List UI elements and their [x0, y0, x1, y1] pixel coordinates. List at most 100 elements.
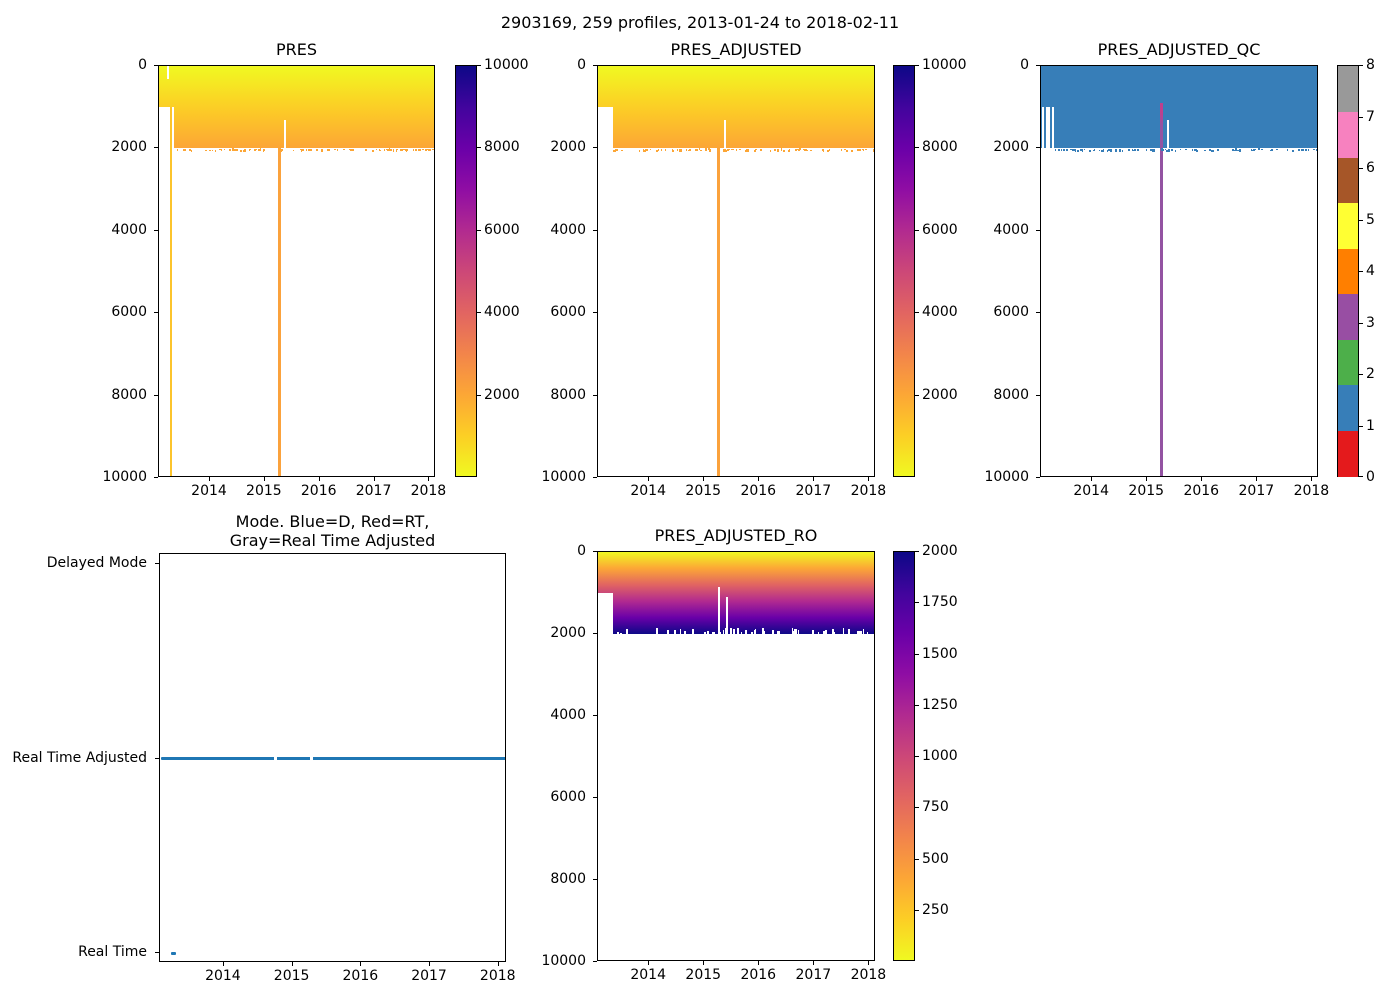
- ragged-edge-dash: [1107, 149, 1110, 151]
- colorbar-tick-mark: [477, 394, 481, 396]
- y-tick-label: 2000: [550, 625, 586, 641]
- x-tick-mark: [1201, 477, 1203, 481]
- y-tick-mark: [154, 147, 158, 149]
- x-tick-label: 2015: [273, 968, 310, 984]
- y-tick-mark: [155, 952, 159, 953]
- colorbar-segment: [1338, 202, 1358, 249]
- ragged-edge-dash: [383, 148, 386, 152]
- ragged-edge-dash: [1161, 148, 1164, 151]
- ragged-edge-dash: [685, 149, 687, 151]
- ragged-edge-dash: [1146, 149, 1148, 152]
- x-tick-label: 2018: [850, 483, 887, 499]
- y-tick-mark: [593, 312, 597, 314]
- ragged-edge-dash: [620, 632, 622, 634]
- ragged-edge-dash: [799, 148, 801, 151]
- colorbar-tick-label: 0: [1366, 469, 1375, 485]
- ragged-edge-dash: [707, 630, 710, 634]
- ragged-edge-dash: [755, 148, 758, 151]
- y-tick-label: 0: [1020, 57, 1029, 73]
- ragged-edge-dash: [833, 631, 836, 634]
- colorbar-tick-label: 5: [1366, 211, 1375, 228]
- ragged-edge-dash: [280, 149, 282, 152]
- ragged-edge-dash: [1286, 149, 1289, 152]
- ragged-edge-dash: [1184, 149, 1187, 151]
- ragged-edge-dash: [713, 631, 716, 634]
- ragged-edge-dash: [1066, 148, 1068, 151]
- colorbar-tick-mark: [1359, 116, 1363, 118]
- ragged-edge-dash: [425, 148, 428, 150]
- ragged-edge-dash: [1316, 148, 1317, 150]
- y-tick-mark: [1036, 477, 1040, 478]
- colorbar-segment: [1338, 430, 1358, 477]
- ragged-edge-dash: [857, 631, 860, 634]
- ragged-edge-dash: [1257, 148, 1260, 151]
- ragged-edge-dash: [431, 149, 434, 151]
- ragged-edge-dash: [1253, 148, 1256, 150]
- y-tick-label: 4000: [550, 707, 586, 723]
- y-tick-mark: [593, 551, 597, 552]
- y-tick-mark: [593, 477, 597, 478]
- colorbar-tick-mark: [477, 229, 481, 231]
- x-tick-mark: [428, 477, 430, 481]
- colorbar-tick-label: 3: [1366, 314, 1375, 331]
- ragged-edge-dash: [1179, 148, 1182, 151]
- deep-spike-line: [277, 148, 281, 476]
- ragged-edge-dash: [735, 148, 737, 151]
- x-tick-mark: [868, 961, 870, 965]
- ragged-edge-dash: [1236, 149, 1240, 152]
- ragged-edge-dash: [615, 148, 618, 150]
- ragged-edge-dash: [310, 149, 313, 151]
- ragged-edge-dash: [254, 149, 258, 151]
- ragged-edge-dash: [278, 149, 281, 151]
- missing-data-gap: [167, 66, 169, 80]
- ragged-edge-dash: [1106, 149, 1109, 152]
- x-tick-label: 2018: [479, 968, 516, 984]
- colorbar-tick-label: 1250: [922, 696, 958, 713]
- ragged-edge-dash: [733, 628, 735, 634]
- ragged-edge-dash: [419, 148, 422, 152]
- missing-data-gap: [1166, 119, 1169, 149]
- mode-plot-area: [159, 553, 506, 962]
- x-tick-mark: [1256, 477, 1258, 481]
- mode-title-line2: Gray=Real Time Adjusted: [229, 531, 436, 550]
- ragged-edge-dash: [236, 148, 238, 150]
- colorbar-tick-mark: [915, 807, 919, 809]
- ragged-edge-dash: [798, 629, 800, 634]
- colorbar-tick-mark: [915, 551, 919, 552]
- ragged-edge-dash: [389, 148, 392, 152]
- ragged-edge-dash: [856, 149, 860, 151]
- shallow-profiles-notch: [598, 593, 613, 634]
- y-tick-label: 2000: [111, 139, 147, 156]
- ragged-edge-dash: [673, 630, 676, 634]
- ragged-edge-dash: [371, 149, 374, 152]
- y-tick-label: 10000: [984, 469, 1029, 485]
- y-tick-label: 0: [138, 57, 147, 73]
- ragged-edge-dash: [243, 149, 246, 152]
- y-tick-label: 10000: [102, 469, 147, 485]
- ragged-edge-dash: [804, 148, 807, 151]
- y-tick-mark: [593, 961, 597, 962]
- ragged-edge-dash: [832, 628, 834, 634]
- colorbar-tick-label: 6000: [484, 221, 520, 238]
- ragged-edge-dash: [724, 628, 727, 634]
- ragged-edge-dash: [1121, 149, 1123, 152]
- ragged-edge-dash: [864, 148, 867, 151]
- data-band: [159, 66, 434, 149]
- ragged-edge-dash: [802, 148, 804, 151]
- ragged-edge-dash: [307, 149, 311, 152]
- ragged-edge-dash: [845, 149, 848, 152]
- ragged-edge-dash: [741, 631, 743, 634]
- colorbar-tick-mark: [915, 602, 919, 604]
- ragged-edge-dash: [1071, 148, 1074, 151]
- y-tick-mark: [154, 477, 158, 478]
- x-tick-label: 2014: [205, 968, 241, 984]
- pres-adjusted-ro-plot-area: [597, 551, 875, 961]
- ragged-edge-dash: [1191, 149, 1194, 151]
- ragged-edge-dash: [650, 148, 652, 151]
- ragged-edge-dash: [1171, 148, 1173, 152]
- ragged-edge-dash: [638, 149, 640, 152]
- y-tick-mark: [1036, 312, 1040, 314]
- ragged-edge-dash: [365, 149, 368, 151]
- colorbar-tick-mark: [1359, 65, 1363, 66]
- ragged-edge-dash: [1275, 148, 1278, 151]
